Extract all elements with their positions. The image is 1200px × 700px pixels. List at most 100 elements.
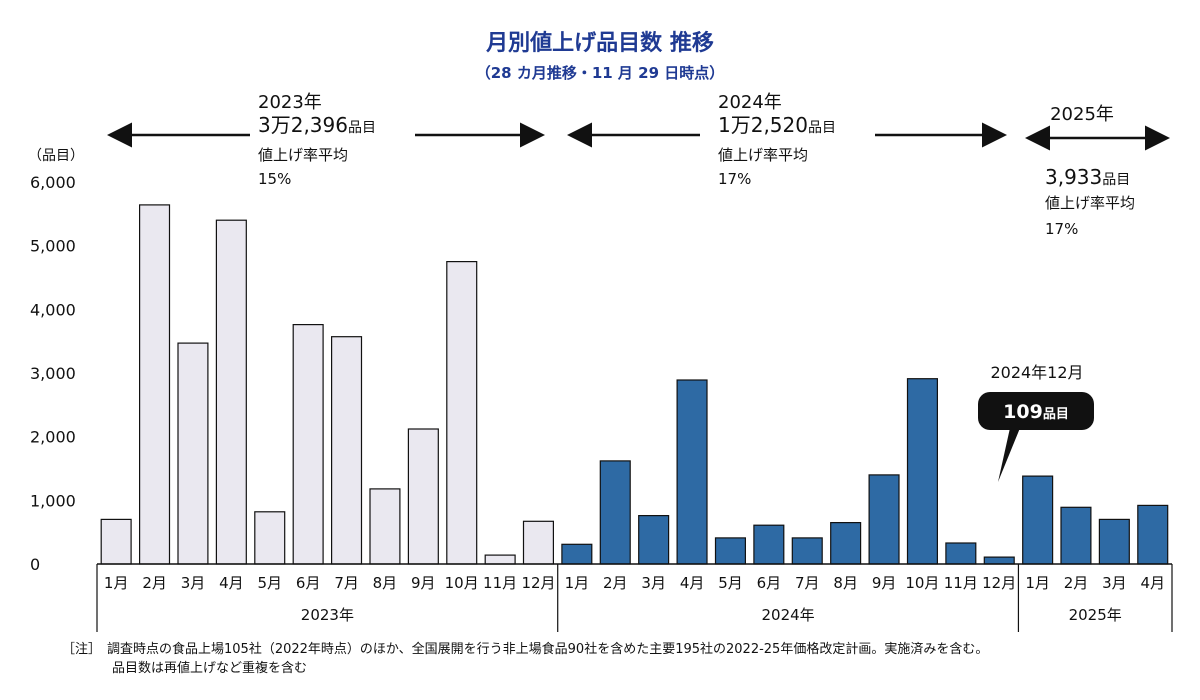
x-tick-label: 5月 xyxy=(258,574,283,592)
bar-2023年-11月 xyxy=(484,554,516,565)
bar-2023年-5月 xyxy=(254,511,286,565)
x-tick-label: 1月 xyxy=(1025,574,1050,592)
x-tick-label: 4月 xyxy=(1141,574,1166,592)
bar-2023年-10月 xyxy=(446,261,478,565)
bar-2024年-5月 xyxy=(714,537,746,565)
annotation-2023-total-unit: 品目 xyxy=(348,120,376,136)
x-tick-label: 11月 xyxy=(483,574,517,592)
callout-label: 2024年12月 xyxy=(990,363,1083,382)
bar-2025年-4月 xyxy=(1137,504,1169,565)
chart-subtitle: （28 カ月推移・11 月 29 日時点） xyxy=(476,64,725,82)
x-tick-label: 6月 xyxy=(296,574,321,592)
callout-box xyxy=(978,392,1094,430)
bar-2024年-9月 xyxy=(868,474,900,565)
x-tick-label: 8月 xyxy=(833,574,858,592)
x-tick-label: 3月 xyxy=(641,574,666,592)
annotation-2024-total-num: 1万2,520 xyxy=(718,113,808,137)
x-tick-label: 3月 xyxy=(1102,574,1127,592)
annotation-2025-total-unit: 品目 xyxy=(1102,172,1130,188)
bar-2024年-10月 xyxy=(906,378,938,565)
annotation-2024-avg-value: 17% xyxy=(718,170,751,188)
footnote-prefix: ［注］ xyxy=(62,642,101,657)
x-tick-label: 9月 xyxy=(411,574,436,592)
bar-2024年-2月 xyxy=(599,460,631,565)
group-label: 2023年 xyxy=(301,606,354,624)
annotation-2023-avg-label: 値上げ率平均 xyxy=(258,146,348,164)
bar-2023年-1月 xyxy=(100,518,132,565)
y-axis-ticks: 0 1,000 2,000 3,000 4,000 5,000 6,000 xyxy=(30,173,76,574)
y-tick-label: 3,000 xyxy=(30,364,76,383)
bar-2025年-3月 xyxy=(1098,518,1130,565)
bar-2025年-1月 xyxy=(1022,475,1054,565)
y-tick-label: 1,000 xyxy=(30,491,76,510)
x-tick-label: 12月 xyxy=(982,574,1016,592)
group-label: 2024年 xyxy=(762,606,815,624)
bar-2023年-8月 xyxy=(369,488,401,565)
x-axis-groups: 2023年 2024年 2025年 xyxy=(301,606,1122,624)
bar-2023年-6月 xyxy=(292,324,324,565)
x-tick-label: 1月 xyxy=(104,574,129,592)
x-tick-label: 6月 xyxy=(757,574,782,592)
x-axis-frame xyxy=(96,563,1173,632)
y-tick-label: 5,000 xyxy=(30,237,76,256)
annotation-2024-avg-label: 値上げ率平均 xyxy=(718,146,808,164)
annotation-2023-total-num: 3万2,396 xyxy=(258,113,348,137)
x-tick-label: 2月 xyxy=(603,574,628,592)
y-tick-label: 4,000 xyxy=(30,300,76,319)
y-tick-label: 6,000 xyxy=(30,173,76,192)
bar-2023年-12月 xyxy=(522,520,554,565)
x-tick-label: 2月 xyxy=(142,574,167,592)
x-tick-label: 3月 xyxy=(181,574,206,592)
x-tick-label: 10月 xyxy=(445,574,479,592)
bar-2024年-11月 xyxy=(945,542,977,565)
callout-value: 109 xyxy=(1003,401,1043,423)
annotation-2023-year: 2023年 xyxy=(258,92,322,113)
bar-2024年-4月 xyxy=(676,379,708,565)
callout-pointer xyxy=(998,428,1020,482)
bars xyxy=(100,204,1169,565)
bar-2024年-1月 xyxy=(561,543,593,565)
x-tick-label: 5月 xyxy=(718,574,743,592)
bar-2023年-2月 xyxy=(139,204,171,565)
x-tick-label: 4月 xyxy=(219,574,244,592)
bar-2024年-7月 xyxy=(791,537,823,565)
x-tick-label: 7月 xyxy=(334,574,359,592)
x-tick-label: 12月 xyxy=(521,574,555,592)
bar-2024年-8月 xyxy=(830,521,862,565)
callout-text: 109品目 xyxy=(1003,401,1069,423)
x-tick-label: 10月 xyxy=(905,574,939,592)
bar-2023年-7月 xyxy=(331,336,363,565)
bar-2023年-3月 xyxy=(177,342,209,565)
annotation-2024-year: 2024年 xyxy=(718,92,782,113)
y-tick-label: 0 xyxy=(30,555,40,574)
annotation-2025-avg-label: 値上げ率平均 xyxy=(1045,194,1135,212)
bar-2024年-6月 xyxy=(753,524,785,565)
x-tick-label: 4月 xyxy=(680,574,705,592)
annotation-2024-total: 1万2,520品目 xyxy=(718,113,836,137)
x-axis-ticks: 1月 2月 3月 4月 5月 6月 7月 8月 9月 10月 11月 12月 1月 2月 3月 4月 5月 6月 7… xyxy=(104,574,1165,592)
x-tick-label: 11月 xyxy=(944,574,978,592)
annotation-2023-avg-value: 15% xyxy=(258,170,291,188)
x-tick-label: 1月 xyxy=(565,574,590,592)
x-tick-label: 9月 xyxy=(872,574,897,592)
annotation-2024-total-unit: 品目 xyxy=(808,120,836,136)
annotation-2025-year: 2025年 xyxy=(1050,104,1114,125)
bar-2023年-9月 xyxy=(407,428,439,565)
x-tick-label: 2月 xyxy=(1064,574,1089,592)
footnote-line1: ［注］ 調査時点の食品上場105社（2022年時点）のほか、全国展開を行う非上場食… xyxy=(62,641,988,657)
annotation-2023-total: 3万2,396品目 xyxy=(258,113,376,137)
bar-2024年-3月 xyxy=(638,514,670,565)
callout-unit: 品目 xyxy=(1043,407,1069,422)
annotation-2025-total-num: 3,933 xyxy=(1045,165,1102,189)
footnote-line2: 品目数は再値上げなど重複を含む xyxy=(112,660,307,676)
bar-2024年-12月 xyxy=(983,556,1015,565)
annotation-2025-total: 3,933品目 xyxy=(1045,165,1130,189)
bar-2025年-2月 xyxy=(1060,506,1092,565)
group-label: 2025年 xyxy=(1069,606,1122,624)
x-tick-label: 7月 xyxy=(795,574,820,592)
x-tick-label: 8月 xyxy=(373,574,398,592)
annotation-2025-avg-value: 17% xyxy=(1045,220,1078,238)
chart-title: 月別値上げ品目数 推移 xyxy=(485,30,714,56)
y-tick-label: 2,000 xyxy=(30,428,76,447)
